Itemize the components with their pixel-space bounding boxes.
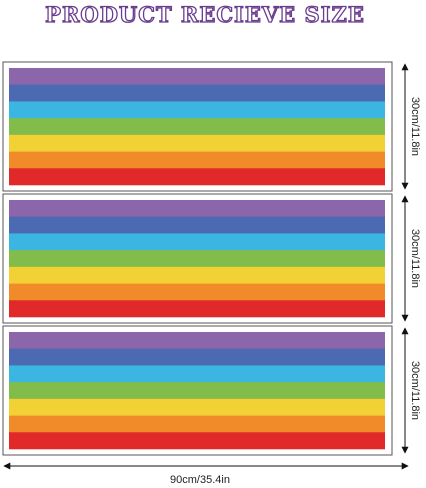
- stripe: [9, 134, 385, 152]
- height-label: 30cm/11.8in: [409, 229, 421, 288]
- stripe: [9, 382, 385, 400]
- stripe: [9, 348, 385, 366]
- title: PRODUCT RECIEVE SIZE: [45, 2, 365, 27]
- height-label: 30cm/11.8in: [409, 97, 421, 156]
- stripe: [9, 101, 385, 119]
- stripe: [9, 432, 385, 450]
- stripe: [9, 68, 385, 86]
- stripe: [9, 168, 385, 186]
- stripe: [9, 332, 385, 350]
- stripe: [9, 415, 385, 433]
- stripe: [9, 250, 385, 268]
- width-label: 90cm/35.4in: [170, 474, 230, 486]
- stripe: [9, 84, 385, 102]
- stripe: [9, 398, 385, 416]
- stripe: [9, 266, 385, 284]
- height-label: 30cm/11.8in: [409, 361, 421, 420]
- stripe: [9, 118, 385, 136]
- stripe: [9, 300, 385, 318]
- stripe: [9, 151, 385, 169]
- stripe: [9, 216, 385, 234]
- stripe: [9, 200, 385, 218]
- stripe: [9, 233, 385, 251]
- stripe: [9, 365, 385, 383]
- stripe: [9, 283, 385, 301]
